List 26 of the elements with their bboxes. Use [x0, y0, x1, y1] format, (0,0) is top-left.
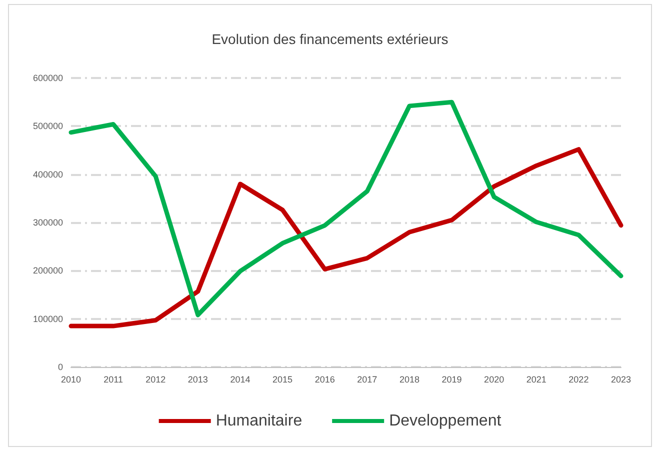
x-tick-label: 2023	[610, 374, 632, 384]
x-tick-label: 2013	[188, 374, 208, 384]
x-tick-label: 2015	[272, 374, 293, 384]
chart-title: Evolution des financements extérieurs	[212, 31, 448, 47]
x-tick-label: 2019	[442, 374, 462, 384]
y-tick-label: 400000	[32, 169, 63, 180]
y-tick-label: 300000	[32, 218, 63, 228]
x-tick-label: 2012	[146, 374, 166, 384]
x-tick-label: 2011	[104, 374, 123, 384]
x-tick-label: 2022	[568, 374, 589, 384]
x-tick-label: 2014	[230, 374, 250, 384]
x-tick-label: 2017	[357, 374, 378, 384]
x-tick-label: 2021	[526, 374, 546, 384]
y-tick-label: 0	[58, 362, 63, 372]
x-tick-label: 2010	[60, 374, 82, 384]
legend-label: Developpement	[389, 412, 502, 430]
line-series	[68, 147, 624, 328]
line-series	[68, 100, 624, 318]
x-tick-label: 2016	[314, 374, 335, 384]
x-tick-label: 2018	[399, 374, 420, 384]
y-tick-label: 600000	[32, 73, 63, 83]
x-tick-label: 2020	[484, 374, 504, 384]
y-tick-label: 500000	[32, 121, 63, 132]
y-tick-label: 200000	[32, 266, 63, 276]
legend-label: Humanitaire	[216, 412, 302, 430]
y-tick-label: 100000	[32, 314, 63, 324]
